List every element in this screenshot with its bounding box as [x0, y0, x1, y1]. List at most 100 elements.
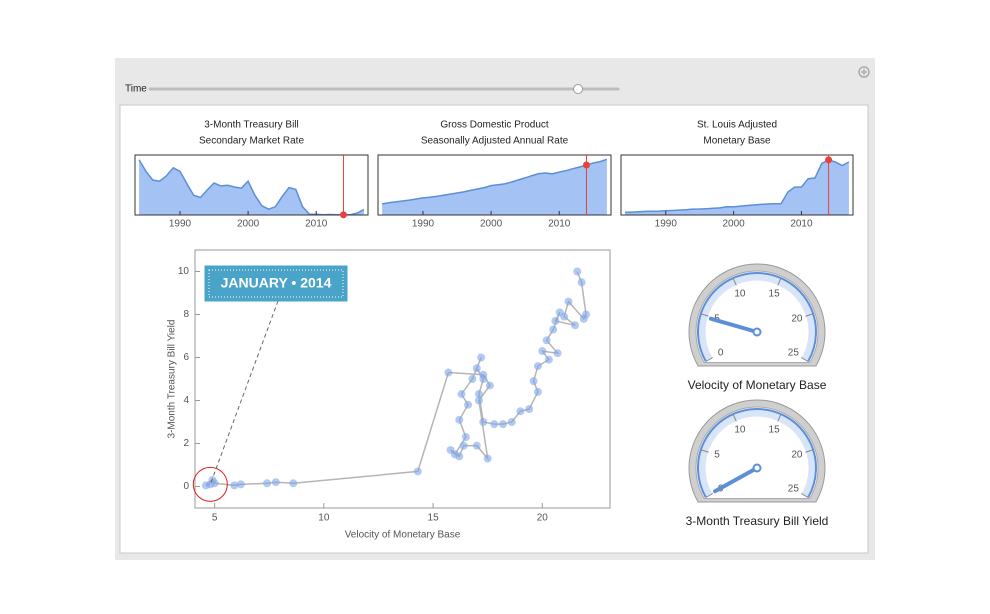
- plot-frame: [620, 154, 854, 216]
- area-line: [625, 159, 850, 214]
- gauge-tick-label: 15: [769, 288, 781, 299]
- scatter-point: [549, 325, 558, 334]
- scatter-point: [529, 377, 538, 386]
- gauge-tick-label: 20: [791, 450, 803, 461]
- slider-knob[interactable]: [573, 84, 584, 94]
- plot-frame: [134, 154, 369, 216]
- scatter-point: [483, 454, 492, 463]
- gauge-tick-label: 10: [734, 288, 746, 299]
- x-tick-label: 2000: [722, 219, 745, 230]
- scatter-point: [472, 441, 481, 450]
- gauge-needle: [713, 466, 759, 494]
- scatter-point: [479, 370, 488, 379]
- scatter-point: [455, 452, 464, 461]
- options-button[interactable]: [858, 66, 870, 78]
- gauge-needle: [708, 316, 759, 334]
- y-tick-label: 2: [183, 438, 189, 449]
- gauge-hub: [752, 463, 762, 473]
- area-line: [381, 158, 608, 205]
- scatter-point: [579, 314, 588, 323]
- x-tick-label: 5: [212, 513, 218, 524]
- gauge-tick: [777, 413, 782, 422]
- gauge-tick: [700, 449, 709, 453]
- area-fill: [139, 159, 364, 215]
- gauge-tick: [777, 277, 782, 286]
- gauge-tick: [700, 313, 709, 317]
- gauge-dial: [695, 270, 819, 363]
- gauge-tick-label: 25: [788, 348, 800, 359]
- gauge-tick: [805, 313, 814, 317]
- scatter-point: [271, 478, 280, 487]
- chart-title: 3-Month Treasury Bill: [204, 120, 298, 131]
- scatter-point: [236, 480, 245, 489]
- time-marker-dot: [825, 156, 833, 164]
- scatter-point: [477, 353, 486, 362]
- y-tick-label: 6: [183, 352, 189, 363]
- gauge-tick: [805, 449, 814, 453]
- button-ring[interactable]: [858, 66, 870, 78]
- scatter-point: [516, 407, 525, 416]
- gauge-tick-label: 15: [769, 424, 781, 435]
- x-tick-label: 2010: [548, 219, 571, 230]
- scatter-point: [206, 480, 215, 489]
- time-marker-dot: [582, 161, 590, 169]
- scatter-point: [533, 362, 542, 371]
- gauge-tick-label: 20: [791, 314, 803, 325]
- gauge-tick-label: 0: [718, 348, 724, 359]
- scatter-point: [553, 349, 562, 358]
- gauge-band: [698, 409, 816, 498]
- annotation-text: JANUARY • 2014: [221, 275, 332, 291]
- gauge-tick-label: 25: [788, 484, 800, 495]
- scatter-point: [498, 420, 507, 429]
- gauge-tick: [705, 357, 714, 362]
- chart-subtitle: Seasonally Adjusted Annual Rate: [421, 136, 569, 147]
- scatter-point: [461, 433, 470, 442]
- current-highlight: [192, 466, 228, 502]
- plot-frame: [194, 249, 611, 509]
- scatter-point: [474, 396, 483, 405]
- scatter-point: [457, 390, 466, 399]
- scatter-point: [555, 308, 564, 317]
- gauge-tick: [705, 493, 714, 498]
- scatter-point: [230, 481, 239, 490]
- time-marker-dot: [339, 211, 347, 219]
- scatter-point: [474, 390, 483, 399]
- scatter-point: [551, 316, 560, 325]
- scatter-point: [525, 405, 534, 414]
- scatter-point: [490, 420, 499, 429]
- scatter-point: [544, 355, 553, 364]
- scatter-point: [571, 321, 580, 330]
- scatter-point: [542, 336, 551, 345]
- scatter-point: [533, 387, 542, 396]
- annotation-border: [208, 269, 344, 298]
- chart-subtitle: Secondary Market Rate: [199, 136, 304, 147]
- plot-frame: [377, 154, 612, 216]
- annotation-leader: [209, 300, 279, 485]
- chart-title: St. Louis Adjusted: [697, 120, 777, 131]
- gauge-dial: [695, 406, 819, 499]
- gauge-tick: [800, 493, 809, 498]
- scatter-point: [289, 479, 298, 488]
- gauge-tick-label: 10: [734, 424, 746, 435]
- gauge-band: [698, 273, 816, 362]
- y-axis-label: 3-Month Treasury Bill Yield: [167, 320, 178, 439]
- x-tick-label: 2010: [790, 219, 813, 230]
- y-tick-label: 0: [183, 481, 189, 492]
- scatter-point: [538, 347, 547, 356]
- area-fill: [382, 159, 607, 215]
- x-tick-label: 1990: [412, 219, 435, 230]
- gauge-label: Velocity of Monetary Base: [688, 378, 827, 392]
- x-tick-label: 1990: [169, 219, 192, 230]
- scatter-point: [507, 418, 516, 426]
- gauge-tick: [732, 413, 737, 422]
- gauge-tick: [800, 357, 809, 362]
- slider-label: Time: [125, 84, 147, 95]
- gauge-hub: [752, 327, 762, 337]
- x-tick-label: 10: [318, 513, 330, 524]
- gauge-tick: [732, 277, 737, 286]
- gauge-tick-label: 5: [714, 450, 720, 461]
- scatter-point: [573, 267, 582, 276]
- button-plus[interactable]: [861, 69, 867, 75]
